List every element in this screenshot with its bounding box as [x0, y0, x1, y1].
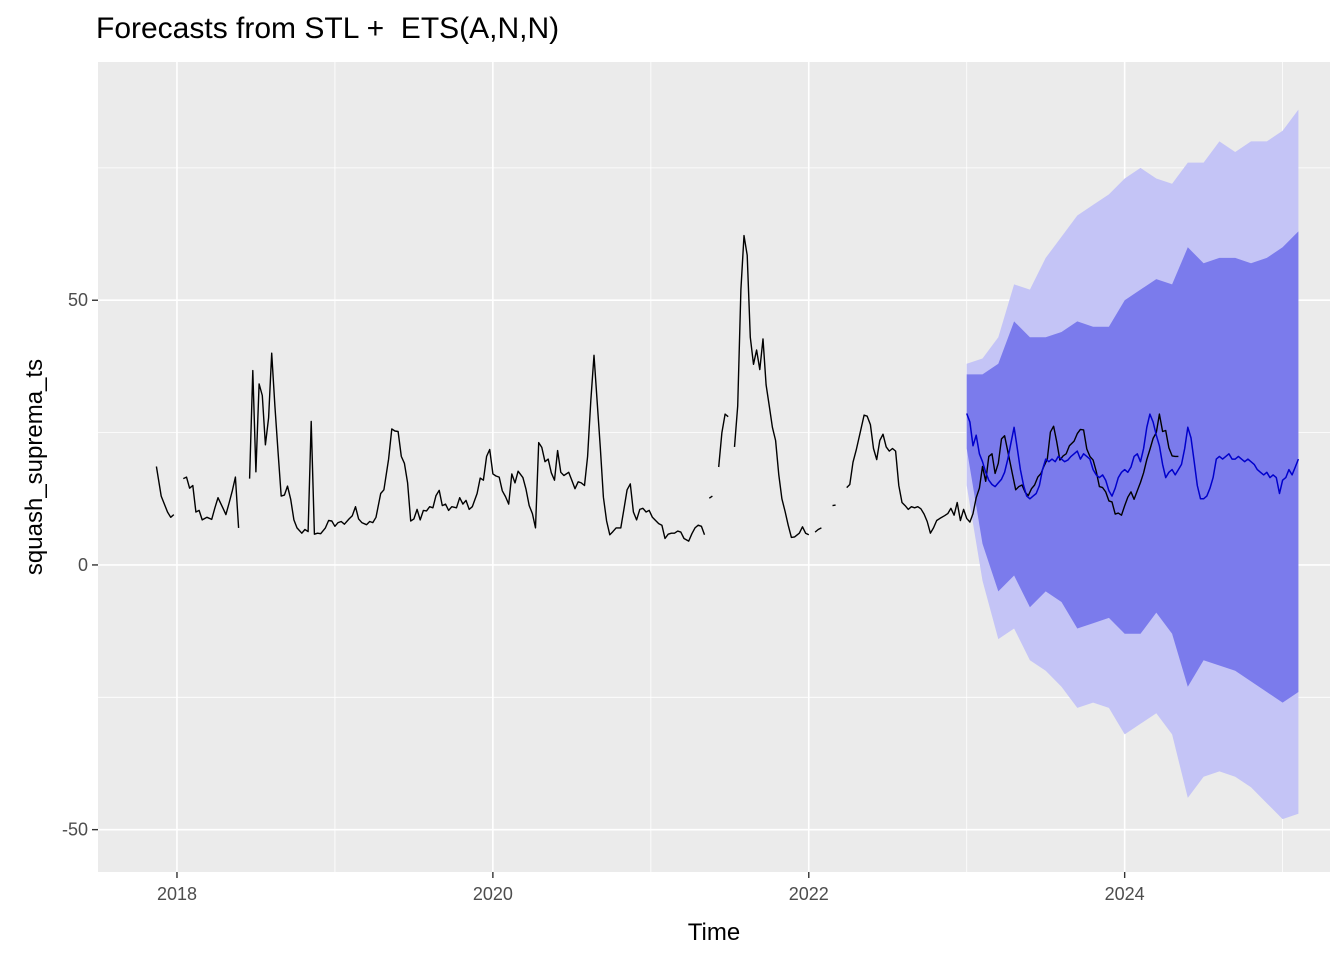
observed-line-segment	[183, 476, 240, 528]
observed-line-segment	[733, 234, 810, 539]
observed-line-segment	[708, 495, 713, 499]
x-tick-label: 2018	[157, 884, 197, 904]
y-tick-label: -50	[62, 820, 88, 840]
observed-line-segment	[846, 413, 1179, 534]
observed-line-segment	[155, 466, 175, 518]
x-tick-label: 2020	[473, 884, 513, 904]
axis-ticks	[92, 299, 1126, 878]
forecast-series	[965, 413, 1300, 500]
y-axis-title: squash_suprema_ts	[21, 359, 48, 575]
x-tick-label: 2022	[789, 884, 829, 904]
x-tick-label: 2024	[1105, 884, 1145, 904]
x-axis-title: Time	[688, 919, 740, 946]
observed-line-segment	[248, 352, 706, 542]
chart-title: Forecasts from STL + ETS(A,N,N)	[96, 12, 560, 45]
observed-series	[155, 234, 1179, 542]
y-tick-label: 0	[78, 555, 88, 575]
observed-line-segment	[832, 504, 836, 507]
prediction-band-80	[966, 231, 1299, 703]
observed-line-segment	[814, 527, 822, 533]
axis-tick-labels: 2018 2020 2022 2024 -50 0 50	[62, 290, 1145, 904]
forecast-line	[965, 413, 1300, 500]
observed-line-segment	[718, 413, 729, 468]
y-tick-label: 50	[68, 290, 88, 310]
